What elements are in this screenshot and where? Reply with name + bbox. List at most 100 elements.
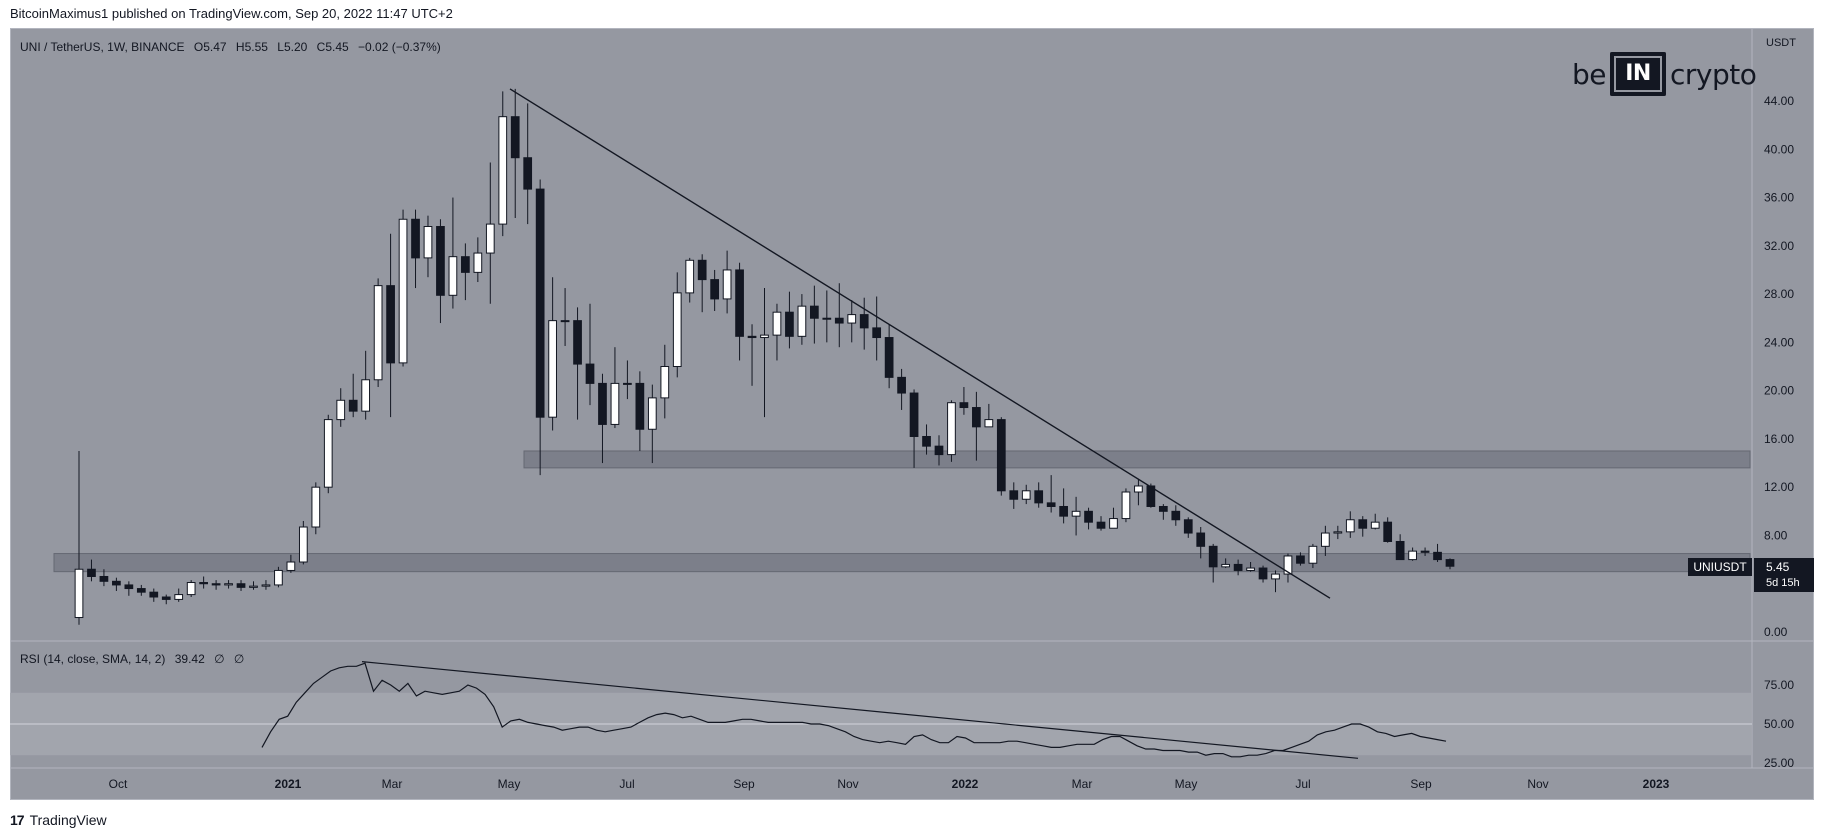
price-tick-label: 0.00 [1764, 625, 1788, 639]
candle-down [635, 382, 645, 430]
candle-down [1296, 555, 1305, 564]
bar-countdown-label: 5d 15h [1754, 574, 1814, 592]
candle-down [112, 580, 121, 586]
candle-up [398, 218, 408, 364]
brand-box: IN [1610, 52, 1666, 96]
candle-down [1196, 532, 1206, 547]
candle-down [386, 285, 395, 364]
candle-up [672, 292, 682, 367]
rsi-tick-label: 75.00 [1764, 678, 1794, 692]
rsi-legend: RSI (14, close, SMA, 14, 2) 39.42 ∅ ∅ [20, 652, 244, 666]
candle-up [760, 334, 769, 339]
time-tick-label: Mar [1072, 777, 1093, 791]
candle-down [136, 588, 146, 593]
candle-up [423, 226, 433, 259]
brand-right: crypto [1670, 57, 1757, 91]
candle-up [261, 584, 271, 587]
symbol-title[interactable]: UNI / TetherUS, 1W, BINANCE [20, 40, 185, 54]
candle-up [560, 320, 570, 323]
candle-down [1059, 505, 1068, 517]
price-tick-label: 8.00 [1764, 528, 1788, 542]
candle-up [822, 317, 832, 320]
candle-down [1146, 485, 1156, 507]
time-tick-label: 2023 [1643, 777, 1670, 791]
candle-down [1358, 519, 1368, 529]
rsi-line[interactable] [261, 662, 1447, 758]
candle-down [573, 320, 582, 365]
candle-down [87, 568, 96, 577]
candle-up [336, 399, 346, 421]
change-value: −0.02 (−0.37%) [358, 40, 441, 54]
candle-up [448, 256, 458, 296]
price-tick-label: 32.00 [1764, 239, 1794, 253]
high-value: 5.55 [244, 40, 268, 54]
tradingview-logo-text: TradingView [29, 812, 107, 828]
candle-up [498, 116, 508, 225]
time-tick-label: Jul [619, 777, 634, 791]
candle-up [1408, 550, 1417, 561]
price-trendline[interactable] [509, 88, 1331, 599]
symbol-legend: UNI / TetherUS, 1W, BINANCE O5.47 H5.55 … [20, 40, 441, 54]
candle-down [598, 382, 607, 425]
candle-up [947, 402, 956, 456]
candle-down [1009, 490, 1019, 500]
candle-up [1308, 545, 1318, 564]
candle-down [1383, 521, 1393, 542]
candle-down [1258, 567, 1268, 580]
open-label: O [193, 40, 204, 54]
resistance-zone[interactable] [523, 450, 1751, 469]
candle-down [1445, 559, 1455, 567]
candle-up [984, 419, 994, 428]
rsi-trendline[interactable] [361, 661, 1359, 759]
close-value: 5.45 [325, 40, 349, 54]
candle-down [785, 311, 794, 337]
candle-down [747, 335, 757, 339]
last-price-label: 5.45 [1754, 558, 1814, 576]
candle-down [959, 402, 969, 409]
open-value: 5.47 [203, 40, 227, 54]
rsi-value: 39.42 [174, 652, 205, 666]
candle-up [685, 259, 695, 294]
high-label: H [235, 40, 245, 54]
candle-up [647, 397, 657, 430]
low-value: 5.20 [283, 40, 308, 54]
candle-up [1121, 491, 1131, 520]
price-tick-label: 36.00 [1764, 191, 1794, 205]
price-tick-label: 12.00 [1764, 480, 1794, 494]
price-tick-label: 16.00 [1764, 432, 1794, 446]
rsi-tick-label: 25.00 [1764, 756, 1794, 770]
rsi-label[interactable]: RSI (14, close, SMA, 14, 2) [20, 652, 166, 666]
candle-up [311, 486, 321, 528]
candle-up [249, 585, 258, 588]
candle-up [74, 568, 84, 619]
low-label: L [277, 40, 284, 54]
candle-up [1221, 563, 1231, 568]
candle-up [373, 285, 383, 381]
candle-down [411, 218, 420, 259]
candle-down [1034, 490, 1044, 504]
candle-down [996, 419, 1006, 492]
candle-up [797, 305, 807, 337]
candle-up [1134, 485, 1143, 493]
rsi-extra-2: ∅ [233, 652, 245, 666]
close-label: C [316, 40, 326, 54]
candle-up [1283, 555, 1293, 575]
support-zone[interactable] [53, 553, 1751, 573]
candle-up [548, 320, 557, 418]
candle-up [1345, 519, 1355, 533]
candle-down [1233, 563, 1243, 571]
candle-up [473, 252, 483, 273]
time-tick-label: Nov [1527, 777, 1548, 791]
candle-up [722, 269, 732, 300]
time-tick-label: Sep [733, 777, 755, 791]
candle-up [1271, 573, 1280, 580]
candle-up [274, 569, 283, 586]
brand-left: be [1572, 57, 1607, 91]
candle-down [1433, 551, 1442, 561]
candle-down [922, 435, 931, 447]
candle-down [1158, 505, 1168, 512]
candle-up [1071, 510, 1081, 517]
candle-up [847, 314, 857, 324]
time-tick-label: 2022 [952, 777, 979, 791]
